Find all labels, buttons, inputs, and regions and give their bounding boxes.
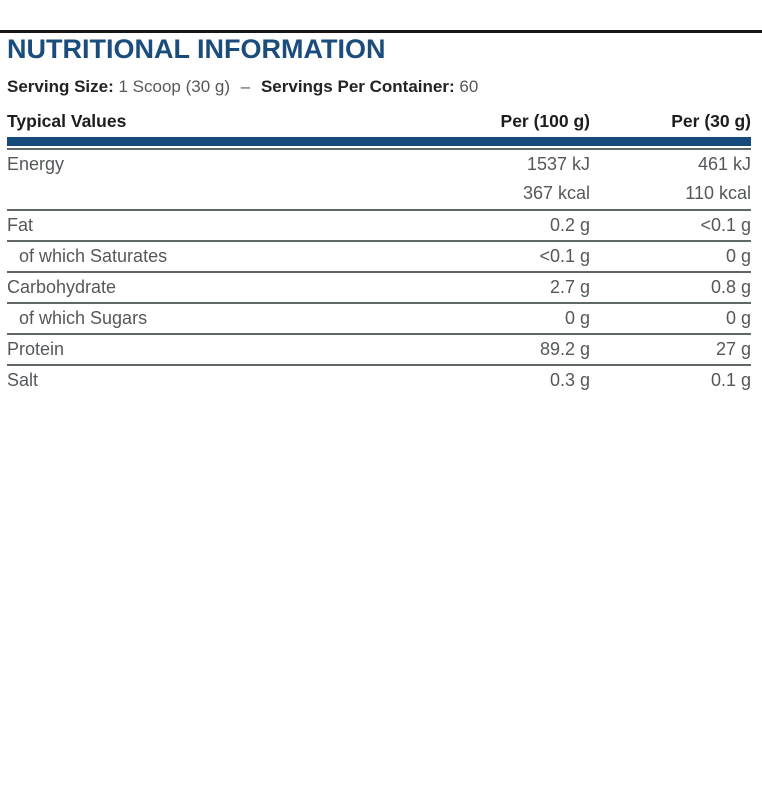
- row-per30: 27 g: [715, 338, 751, 359]
- table-row-fat: Fat 0.2 g <0.1 g: [7, 208, 751, 240]
- row-label: Energy: [7, 153, 65, 174]
- header-accent-bar: [7, 136, 751, 146]
- table-row-saturates: of which Saturates <0.1 g 0 g: [7, 239, 751, 271]
- serving-separator-dash: –: [240, 77, 251, 96]
- row-per30: 110 kcal: [685, 183, 751, 204]
- table-row-sugars: of which Sugars 0 g 0 g: [7, 301, 751, 333]
- row-label: of which Saturates: [19, 245, 168, 266]
- nutrition-table: Energy 1537 kJ 461 kJ 367 kcal 110 kcal …: [0, 147, 762, 395]
- serving-size-value: 1 Scoop (30 g): [118, 77, 231, 96]
- servings-per-container-label: Servings Per Container:: [260, 77, 455, 96]
- header-per-100g: Per (100 g): [500, 111, 590, 132]
- top-rule-divider: [0, 30, 762, 33]
- row-per100: 2.7 g: [549, 276, 590, 297]
- table-row-energy-kj: Energy 1537 kJ 461 kJ: [7, 147, 751, 179]
- row-per100: 367 kcal: [522, 183, 590, 204]
- table-row-protein: Protein 89.2 g 27 g: [7, 332, 751, 364]
- row-per100: 0 g: [564, 307, 590, 328]
- row-per30: 0.8 g: [710, 276, 751, 297]
- row-label: Salt: [7, 369, 39, 390]
- page-title: NUTRITIONAL INFORMATION: [7, 34, 386, 64]
- header-per-30g: Per (30 g): [671, 111, 751, 132]
- nutrition-label: NUTRITIONAL INFORMATION Serving Size: 1 …: [0, 30, 762, 792]
- table-row-energy-kcal: 367 kcal 110 kcal: [7, 179, 751, 209]
- serving-size-label: Serving Size:: [7, 77, 114, 96]
- row-per30: 461 kJ: [697, 153, 751, 174]
- table-row-salt: Salt 0.3 g 0.1 g: [7, 363, 751, 395]
- row-per100: <0.1 g: [539, 245, 590, 266]
- row-label: Protein: [7, 338, 65, 359]
- row-per100: 89.2 g: [539, 338, 590, 359]
- row-per100: 0.3 g: [549, 369, 590, 390]
- row-label: Carbohydrate: [7, 276, 117, 297]
- row-per30: 0.1 g: [710, 369, 751, 390]
- header-typical-values: Typical Values: [7, 111, 127, 132]
- servings-per-container-value: 60: [459, 77, 479, 96]
- row-per100: 1537 kJ: [526, 153, 590, 174]
- serving-info-line: Serving Size: 1 Scoop (30 g) – Servings …: [7, 77, 755, 97]
- table-row-carbohydrate: Carbohydrate 2.7 g 0.8 g: [7, 270, 751, 302]
- row-per30: 0 g: [725, 245, 751, 266]
- table-header-row: Typical Values Per (100 g) Per (30 g): [7, 111, 751, 133]
- row-label: of which Sugars: [19, 307, 148, 328]
- row-label: Fat: [7, 214, 34, 235]
- row-per30: 0 g: [725, 307, 751, 328]
- row-per30: <0.1 g: [700, 214, 751, 235]
- row-per100: 0.2 g: [549, 214, 590, 235]
